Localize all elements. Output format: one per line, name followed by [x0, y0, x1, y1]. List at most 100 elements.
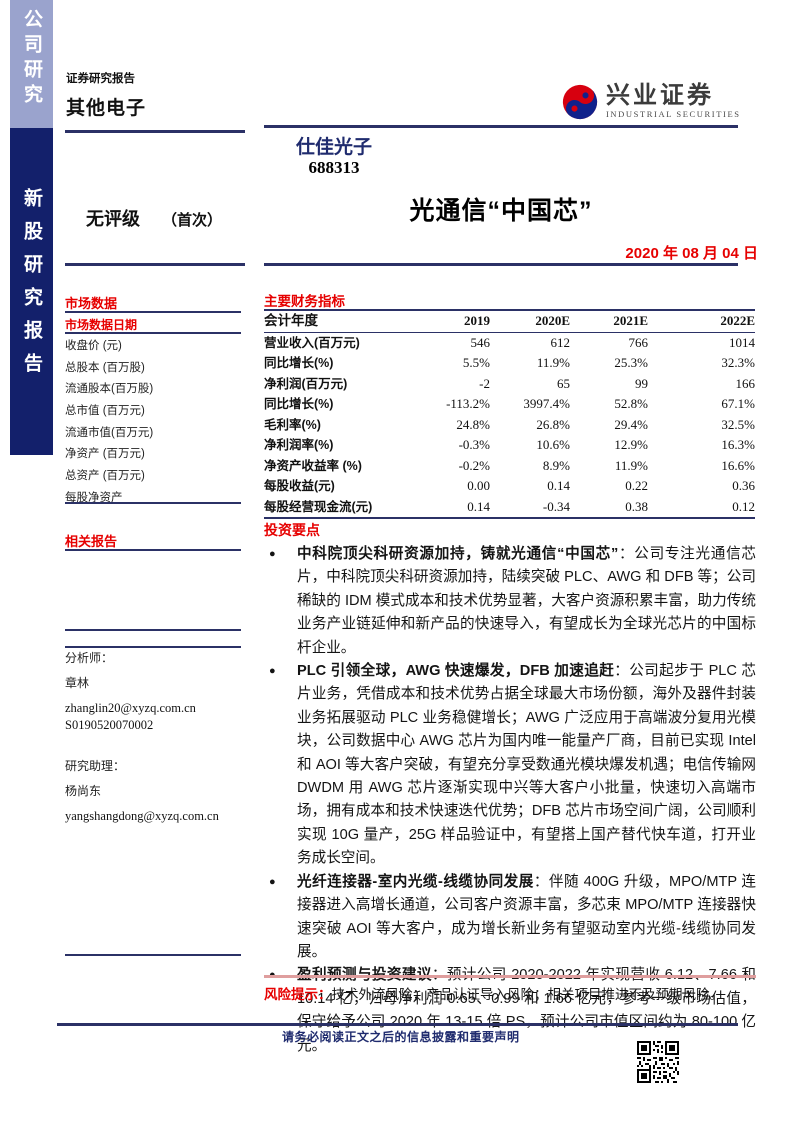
rating-block: 无评级 （首次）: [86, 205, 222, 231]
table-row: 每股经营现金流(元) 0.14 -0.34 0.38 0.12: [264, 497, 755, 519]
divider: [65, 954, 241, 956]
cell: 166: [735, 375, 756, 391]
report-title: 光通信“中国芯”: [409, 197, 593, 225]
highlight-bullet: 光纤连接器-室内光缆-线缆协同发展：伴随 400G 升级，MPO/MTP 连接器…: [264, 871, 756, 965]
cell: 0.36: [732, 478, 755, 493]
rating-value: 无评级: [86, 209, 140, 229]
market-data-row: 收盘价 (元): [65, 340, 122, 352]
divider: [65, 549, 241, 551]
company-name: 仕佳光子: [295, 137, 372, 158]
cell: 11.9%: [536, 355, 570, 370]
column-header: 2019: [464, 313, 490, 328]
cell: 1014: [729, 334, 755, 350]
table-row: 每股收益(元) 0.00 0.14 0.22 0.36: [264, 476, 755, 497]
cell: 16.3%: [721, 437, 755, 452]
table-row: 同比增长(%) 5.5% 11.9% 25.3% 32.3%: [264, 353, 755, 374]
table-row: 净资产收益率 (%) -0.2% 8.9% 11.9% 16.6%: [264, 456, 755, 477]
risk-label: 风险提示：: [264, 987, 332, 1002]
rating-note: （首次）: [162, 212, 223, 229]
assistant-name: 杨尚东: [65, 784, 102, 798]
brand-subtitle: INDUSTRIAL SECURITIES: [606, 109, 741, 119]
cell: 25.3%: [614, 355, 648, 370]
risk-warning: 风险提示：技术外流风险；产品认证导入风险；相关项目推进不及预期风险。: [264, 983, 769, 1003]
row-label: 每股收益(元): [264, 479, 335, 493]
market-data-date-label: 市场数据日期: [65, 318, 138, 332]
stock-ticker: 688313: [308, 158, 360, 177]
bullet-text: ：公司专注光通信芯片，中科院顶尖科研资源加持，陆续突破 PLC、AWG 和 DF…: [297, 546, 756, 656]
column-header: 会计年度: [264, 313, 318, 328]
cell: 26.8%: [536, 416, 570, 432]
cell: 99: [635, 375, 648, 391]
divider: [65, 311, 241, 313]
market-data-rows: 收盘价 (元) 总股本 (百万股) 流通股本(百万股) 总市值 (百万元) 流通…: [65, 336, 241, 510]
cell: 11.9%: [614, 457, 648, 473]
cell: 29.4%: [614, 416, 648, 432]
market-data-row: 总资产 (百万元): [65, 470, 145, 483]
cell: 32.3%: [721, 355, 755, 370]
assistant-email: yangshangdong@xyzq.com.cn: [65, 809, 219, 823]
row-label: 毛利率(%): [264, 417, 321, 432]
divider: [264, 125, 738, 128]
divider: [65, 130, 245, 133]
cell: 24.8%: [456, 416, 490, 432]
market-data-row: 流通股本(百万股): [65, 383, 154, 396]
financials-table: 会计年度 2019 2020E 2021E 2022E 营业收入(百万元) 546…: [264, 309, 755, 519]
financials-title: 主要财务指标: [264, 294, 345, 309]
divider: [65, 629, 241, 631]
market-data-row: 总股本 (百万股): [65, 361, 145, 374]
cell: 0.22: [625, 478, 648, 493]
analyst-sac-number: S0190520070002: [65, 718, 154, 732]
table-row: 毛利率(%) 24.8% 26.8% 29.4% 32.5%: [264, 415, 755, 436]
cell: 546: [470, 334, 491, 350]
sidebar-bottom-label: 新股研究报告: [21, 188, 42, 386]
assistant-label: 研究助理：: [65, 759, 126, 773]
cell: -0.34: [542, 498, 570, 514]
market-data-title: 市场数据: [65, 296, 118, 311]
cell: 10.6%: [536, 437, 570, 452]
row-label: 每股经营现金流(元): [264, 499, 373, 514]
column-header: 2022E: [720, 313, 755, 328]
cell: 0.38: [625, 498, 648, 514]
footer-disclaimer: 请务必阅读正文之后的信息披露和重要声明: [282, 1030, 520, 1044]
report-date: 2020 年 08 月 04 日: [625, 245, 758, 262]
brand-logo: 兴业证券 INDUSTRIAL SECURITIES: [561, 83, 791, 125]
bullet-lead: 中科院顶尖科研资源加持，铸就光通信“中国芯”: [297, 546, 619, 562]
sidebar-new-stock-report: 新股研究报告: [10, 128, 53, 455]
row-label: 净利润率(%): [264, 438, 334, 452]
cell: 0.12: [732, 498, 755, 514]
bullet-lead: 光纤连接器-室内光缆-线缆协同发展: [297, 873, 534, 890]
cell: -2: [479, 375, 490, 391]
sidebar-company-research: 公司研究: [10, 0, 53, 128]
bullet-lead: PLC 引领全球，AWG 快速爆发，DFB 加速追赶: [297, 663, 615, 680]
cell: 32.5%: [721, 416, 755, 432]
market-data-row: 每股净资产: [65, 491, 123, 504]
cell: 8.9%: [542, 457, 570, 473]
column-header: 2020E: [535, 313, 570, 328]
divider: [264, 263, 738, 266]
analyst-name: 章林: [65, 676, 90, 690]
highlights-title: 投资要点: [264, 522, 320, 538]
cell: 52.8%: [614, 396, 648, 411]
table-row: 净利润(百万元) -2 65 99 166: [264, 374, 755, 395]
report-type-label: 证券研究报告: [66, 73, 135, 85]
row-label: 营业收入(百万元): [264, 335, 360, 350]
highlight-bullet: PLC 引领全球，AWG 快速爆发，DFB 加速追赶：公司起步于 PLC 芯片业…: [264, 660, 756, 871]
cell: 0.14: [547, 478, 570, 493]
analyst-block: 分析师： 章林 zhanglin20@xyzq.com.cn S01905200…: [65, 650, 250, 825]
cell: 12.9%: [614, 437, 648, 452]
qr-code: [637, 1041, 679, 1083]
cell: 67.1%: [721, 396, 755, 411]
bullet-text: ：伴随 400G 升级，MPO/MTP 连接器进入高增长通道，公司客户资源丰富，…: [297, 873, 756, 960]
market-data-row: 流通市值(百万元): [65, 426, 154, 439]
cell: 5.5%: [462, 355, 490, 370]
market-data-row: 净资产 (百万元): [65, 448, 145, 461]
divider: [65, 263, 245, 266]
sidebar-top-label: 公司研究: [21, 9, 42, 109]
row-label: 净利润(百万元): [264, 376, 348, 391]
cell: 16.6%: [721, 457, 755, 473]
cell: -113.2%: [446, 396, 490, 411]
cell: -0.2%: [458, 457, 490, 473]
table-row: 营业收入(百万元) 546 612 766 1014: [264, 332, 755, 353]
risk-text: 技术外流风险；产品认证导入风险；相关项目推进不及预期风险。: [331, 987, 724, 1002]
